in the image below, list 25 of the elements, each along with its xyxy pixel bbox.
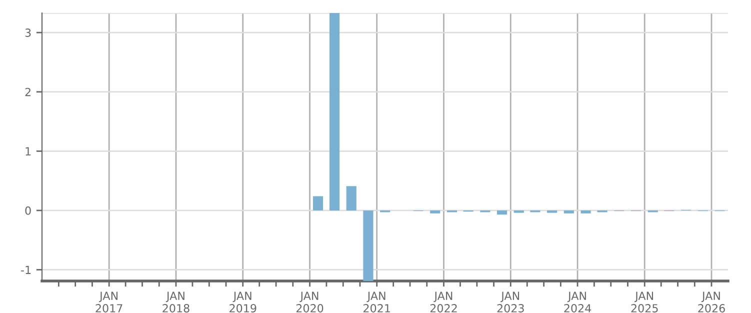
bar (312, 196, 324, 210)
bar (329, 13, 340, 210)
bar (547, 210, 558, 213)
y-tick-label: 2 (25, 88, 30, 96)
x-tick-label: JAN 2019 (230, 292, 256, 312)
y-tick-label: 0 (25, 206, 31, 215)
y-tick-label: 1 (26, 147, 31, 156)
x-tick-label: JAN 2025 (631, 292, 658, 312)
bar (496, 210, 508, 215)
x-tick-label: JAN 2017 (96, 292, 122, 312)
x-tick-label: JAN 2018 (162, 292, 190, 312)
x-tick-label: JAN 2026 (698, 292, 725, 312)
bar (346, 186, 356, 210)
bar (514, 210, 524, 213)
x-tick-label: JAN 2020 (296, 292, 324, 312)
x-tick-label: JAN 2022 (430, 292, 457, 312)
bar (580, 210, 591, 214)
y-tick-label: -1 (21, 266, 31, 274)
x-tick-label: JAN 2024 (564, 292, 592, 312)
x-tick-label: JAN 2023 (497, 292, 524, 312)
bar (564, 210, 574, 214)
bar (430, 210, 440, 214)
bar (363, 210, 374, 281)
y-tick-label: 3 (25, 28, 31, 37)
x-tick-label: JAN 2021 (364, 292, 390, 312)
